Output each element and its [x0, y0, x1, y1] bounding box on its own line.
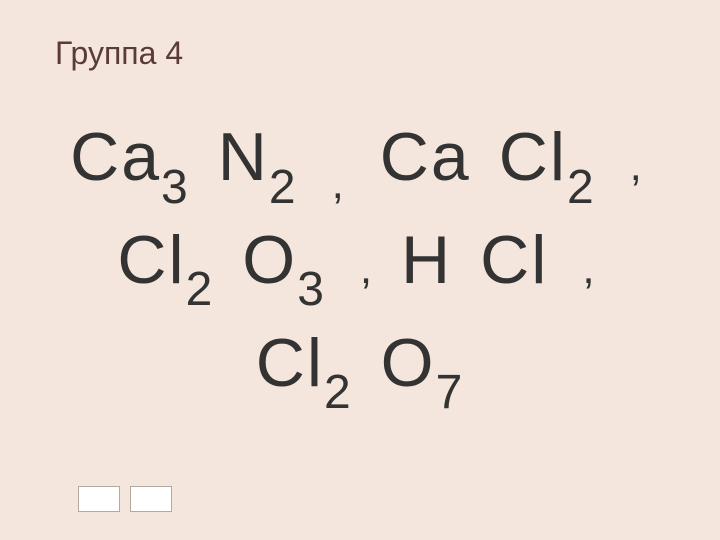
nav-button-next[interactable]: [130, 486, 172, 512]
nav-button-prev[interactable]: [78, 486, 120, 512]
separator: ,: [360, 244, 374, 293]
element: Ca: [70, 119, 161, 195]
element: H: [401, 222, 452, 298]
nav-button-row: [78, 486, 172, 512]
formula-container: Ca3N2,CaCl2, Cl2O3, HCl, Cl2O7: [0, 110, 720, 418]
subscript: 3: [297, 263, 326, 316]
subscript: 2: [567, 161, 596, 214]
element: Cl: [480, 222, 548, 298]
element: O: [381, 325, 436, 401]
element: O: [242, 222, 297, 298]
subscript: 2: [324, 366, 353, 419]
element: Cl: [499, 119, 567, 195]
formula-line-1: Ca3N2,CaCl2,: [0, 110, 720, 213]
slide-title: Группа 4: [55, 35, 183, 72]
element: Cl: [117, 222, 185, 298]
subscript: 3: [161, 161, 190, 214]
element: N: [218, 119, 269, 195]
formula-line-2: Cl2O3, HCl,: [0, 213, 720, 316]
element: Ca: [380, 119, 471, 195]
separator: ,: [630, 141, 644, 190]
subscript: 2: [269, 161, 298, 214]
subscript: 2: [186, 263, 215, 316]
separator: ,: [332, 159, 346, 208]
subscript: 7: [436, 366, 465, 419]
formula-line-3: Cl2O7: [0, 316, 720, 419]
element: Cl: [256, 325, 324, 401]
separator: ,: [582, 244, 596, 293]
